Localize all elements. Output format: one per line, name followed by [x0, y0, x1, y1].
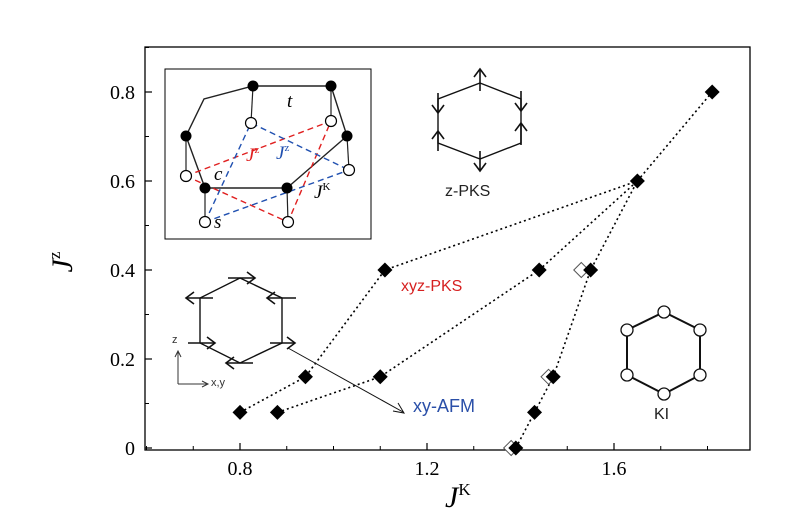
series-line	[636, 91, 713, 182]
small-axis-xy-label: x,y	[211, 377, 226, 389]
series-line	[239, 180, 638, 414]
z-pks-spin-diagram	[431, 67, 528, 173]
filled-diamond-marker	[629, 173, 645, 189]
inset-site-filled	[180, 130, 192, 142]
inset-label-c: c	[214, 164, 223, 185]
inset-site-filled	[281, 182, 293, 194]
inset-site-filled	[341, 130, 353, 142]
y-tick-label: 0	[125, 438, 135, 460]
plot-frame	[144, 46, 751, 451]
filled-diamond-marker	[508, 440, 524, 456]
inset-site-open	[198, 215, 212, 229]
filled-diamond-marker	[531, 262, 547, 278]
y-axis-title: Jz	[45, 251, 79, 272]
filled-diamond-marker	[545, 369, 561, 385]
small-axis-z-label: z	[172, 334, 178, 346]
filled-diamond-marker	[232, 404, 248, 420]
y-tick-label: 0.6	[110, 171, 135, 193]
inset-jk-blue-dashed	[204, 122, 350, 223]
inset-bond-solid	[286, 135, 348, 189]
y-tick-label: 0.4	[110, 260, 135, 282]
inset-label-jz-red: Jz	[246, 144, 259, 166]
phase-label-ki: KI	[654, 406, 669, 423]
filled-diamond-marker	[377, 262, 393, 278]
filled-diamond-marker	[269, 404, 285, 420]
x-axis-title: JK	[445, 480, 471, 514]
x-tick-label: 1.6	[602, 458, 627, 480]
inset-label-s: s	[214, 212, 221, 233]
phase-label-xy-afm: xy-AFM	[413, 396, 475, 416]
filled-diamond-marker	[372, 369, 388, 385]
phase-label-xyz-pks: xyz-PKS	[401, 278, 462, 295]
data-markers	[232, 84, 720, 457]
inset-jk-blue-dashed	[204, 169, 350, 223]
inset-site-open	[324, 114, 338, 128]
axis-ticks: 0.8 1.2 1.6 0 0.2 0.4 0.6 0.8	[110, 47, 708, 480]
filled-diamond-marker	[527, 404, 543, 420]
inset-site-filled	[247, 80, 259, 92]
phase-label-z-pks: z-PKS	[445, 183, 490, 200]
inset-jz-red-dashed	[185, 175, 289, 223]
y-tick-label: 0.2	[110, 349, 135, 371]
pointer-arrow	[287, 347, 405, 414]
inset-site-filled	[325, 80, 337, 92]
inset-label-t: t	[287, 91, 293, 112]
ki-state-diagram	[620, 305, 707, 401]
inset-site-filled	[199, 182, 211, 194]
inset-bond-solid	[185, 135, 206, 189]
filled-diamond-marker	[583, 262, 599, 278]
y-tick-label: 0.8	[110, 82, 135, 104]
inset-lattice-diagram: t c s Jz Jz JK	[164, 68, 372, 240]
inset-site-open	[281, 215, 295, 229]
inset-site-open	[244, 116, 258, 130]
x-tick-label: 1.2	[415, 458, 440, 480]
inset-label-jk: JK	[314, 181, 330, 203]
spin-axes-indicator	[174, 349, 210, 388]
series-line	[277, 180, 638, 414]
inset-label-jz-blue: Jz	[276, 142, 289, 164]
inset-site-open	[179, 169, 193, 183]
inset-site-open	[342, 163, 356, 177]
filled-diamond-marker	[297, 369, 313, 385]
x-tick-label: 0.8	[228, 458, 253, 480]
xy-afm-spin-diagram	[184, 271, 297, 370]
filled-diamond-marker	[704, 84, 720, 100]
inset-rung	[250, 85, 254, 124]
inset-frame	[164, 68, 372, 240]
